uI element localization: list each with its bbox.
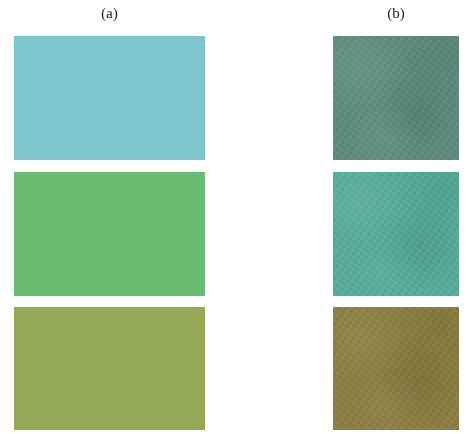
swatch-a-2 <box>14 172 205 296</box>
swatch-a-3 <box>14 307 205 430</box>
column-a-label: (a) <box>101 6 118 22</box>
swatch-b-2 <box>333 172 459 296</box>
swatch-a-1 <box>14 36 205 160</box>
swatch-b-3 <box>333 307 459 430</box>
swatch-b-1 <box>333 36 459 160</box>
column-b-label: (b) <box>387 6 405 22</box>
